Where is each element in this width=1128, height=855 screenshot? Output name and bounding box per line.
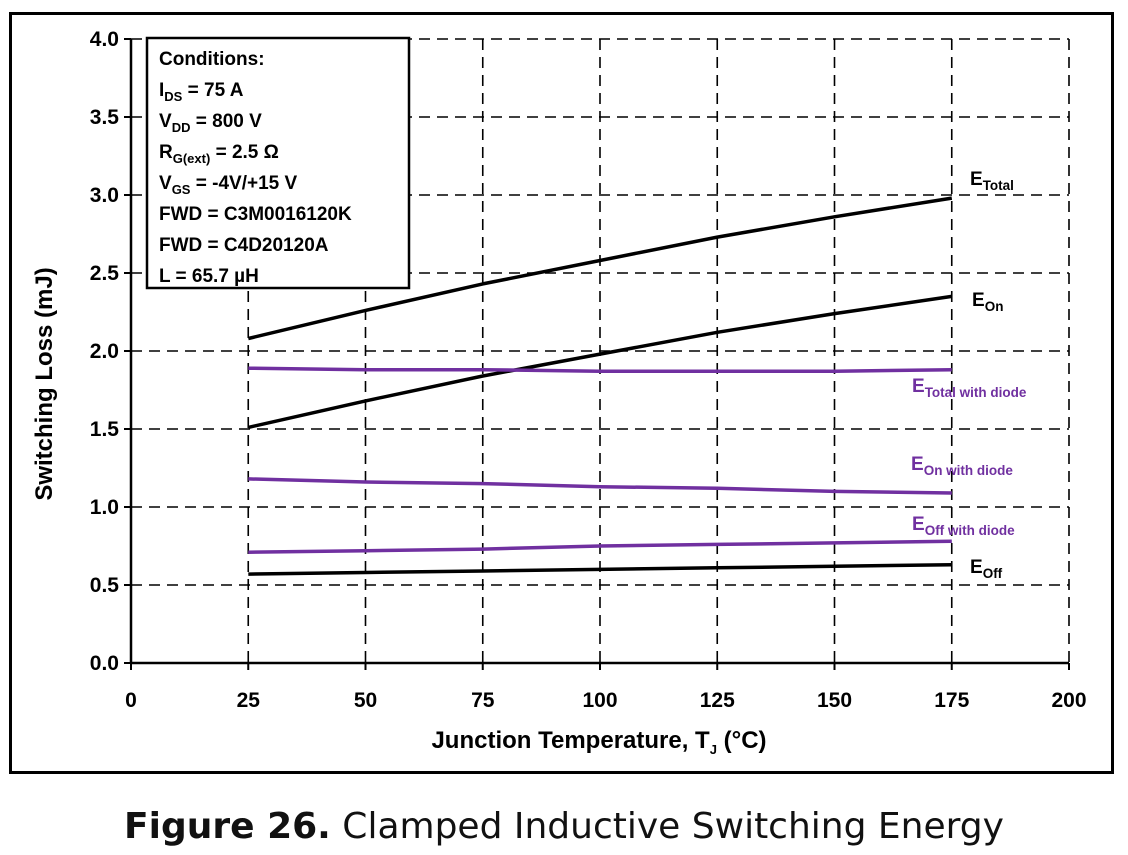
y-tick-label: 4.0 <box>90 28 119 51</box>
x-tick-label: 75 <box>471 689 495 712</box>
conditions-box-border <box>145 36 411 290</box>
condition-line: L = 65.7 µH <box>159 266 259 287</box>
y-tick-label: 1.5 <box>90 418 120 441</box>
y-tick-label: 2.0 <box>90 340 119 363</box>
y-axis-label: Switching Loss (mJ) <box>31 267 58 500</box>
series-label-off: EOff <box>970 557 1003 581</box>
y-tick-label: 0.5 <box>90 574 120 597</box>
series-line-off-with-diode <box>248 539 952 554</box>
series-label-off-with-diode: EOff with diode <box>912 514 1015 538</box>
series-label-total-with-diode: ETotal with diode <box>912 376 1027 400</box>
condition-line: RG(ext) = 2.5 Ω <box>159 142 279 166</box>
series-labels: ETotal EOn ETotal with diode EOn with diode… <box>911 169 1027 581</box>
x-axis-label: Junction Temperature, TJ (°C) <box>431 727 766 757</box>
y-tick-label: 3.5 <box>90 106 120 129</box>
figure-caption-text: Clamped Inductive Switching Energy <box>330 806 1004 847</box>
condition-line: FWD = C4D20120A <box>159 235 329 256</box>
tick-labels: 0.0 0.5 1.0 1.5 2.0 2.5 3.0 3.5 4.0 0 25 50 75 100 125… <box>90 28 1087 712</box>
y-tick-label: 1.0 <box>90 496 119 519</box>
x-tick-label: 175 <box>934 689 969 712</box>
x-tick-label: 150 <box>817 689 852 712</box>
switching-loss-chart: 0.0 0.5 1.0 1.5 2.0 2.5 3.0 3.5 4.0 0 25 50 75 100 125… <box>31 28 1087 757</box>
x-tick-label: 100 <box>582 689 617 712</box>
y-tick-label: 2.5 <box>90 262 120 285</box>
figure-number: Figure 26. <box>124 806 331 847</box>
x-tick-label: 200 <box>1051 689 1086 712</box>
x-tick-label: 50 <box>354 689 377 712</box>
series-line-total <box>247 196 953 341</box>
y-tick-label: 0.0 <box>90 652 119 675</box>
condition-line: VGS = -4V/+15 V <box>159 173 297 197</box>
series-label-total: ETotal <box>970 169 1014 193</box>
axes <box>124 38 1070 670</box>
series-line-on <box>247 294 953 430</box>
gridlines <box>131 38 1070 663</box>
series-line-off <box>248 562 952 576</box>
y-tick-label: 3.0 <box>90 184 119 207</box>
x-tick-label: 125 <box>700 689 735 712</box>
condition-line: IDS = 75 A <box>159 80 244 104</box>
series-line-total-with-diode <box>248 366 952 374</box>
series-line-on-with-diode <box>248 477 952 495</box>
condition-line: FWD = C3M0016120K <box>159 204 352 225</box>
series-lines <box>247 196 953 576</box>
conditions-box: Conditions: IDS = 75 A VDD = 800 V RG(ext) … <box>145 36 411 290</box>
series-label-on: EOn <box>972 290 1003 314</box>
conditions-title: Conditions: <box>159 49 265 70</box>
figure-caption: Figure 26. Clamped Inductive Switching E… <box>0 806 1128 847</box>
x-tick-label: 0 <box>125 689 137 712</box>
x-tick-label: 25 <box>237 689 261 712</box>
series-label-on-with-diode: EOn with diode <box>911 454 1013 478</box>
condition-line: VDD = 800 V <box>159 111 262 135</box>
chart-frame <box>9 12 1114 774</box>
